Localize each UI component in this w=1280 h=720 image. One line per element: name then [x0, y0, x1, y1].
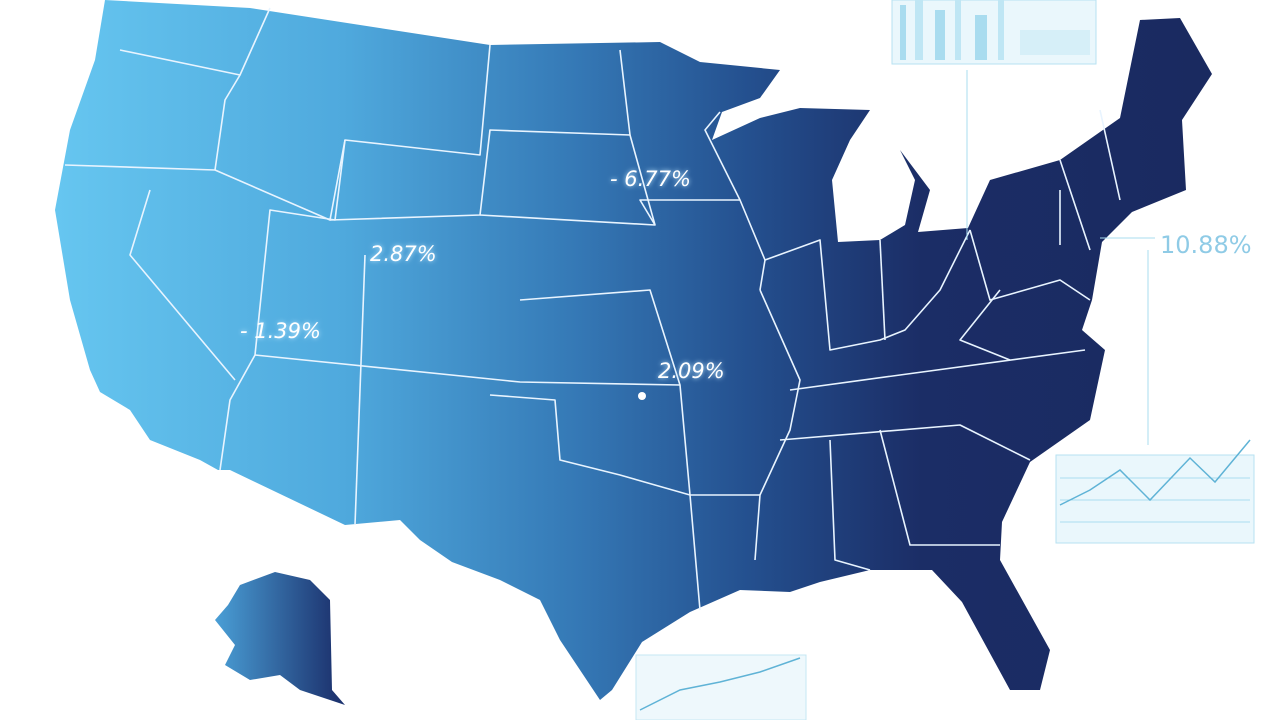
region-label: 2.09%	[658, 359, 725, 383]
state-lines	[64, 7, 1121, 611]
mini-chart-top	[891, 0, 1097, 240]
mini-chart-bottom	[635, 654, 807, 720]
region-label: - 6.77%	[610, 167, 691, 191]
side-value: 10.88%	[1160, 231, 1252, 259]
us-outline	[55, 0, 1212, 700]
mini-chart-right	[1055, 237, 1255, 544]
alaska	[215, 572, 345, 705]
region-label: - 1.39%	[240, 319, 321, 343]
region-label: 2.87%	[370, 242, 437, 266]
marker-dot	[638, 392, 646, 400]
